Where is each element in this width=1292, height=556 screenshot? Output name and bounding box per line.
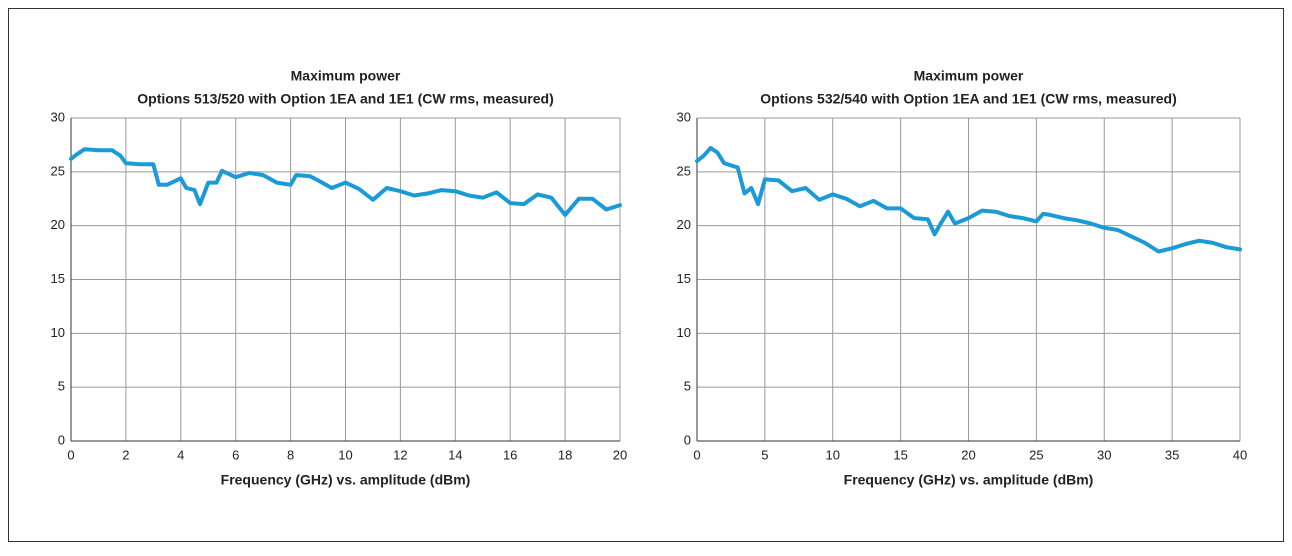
x-tick-label: 8 — [287, 447, 294, 462]
x-tick-label: 0 — [67, 447, 74, 462]
x-tick-label: 15 — [893, 447, 907, 462]
y-tick-label: 30 — [51, 109, 65, 124]
x-tick-label: 2 — [122, 447, 129, 462]
x-tick-label: 4 — [177, 447, 184, 462]
chart-title: Maximum power — [291, 68, 401, 84]
y-tick-label: 10 — [677, 325, 691, 340]
x-tick-label: 18 — [558, 447, 572, 462]
y-tick-label: 5 — [684, 379, 691, 394]
chart-subtitle: Options 513/520 with Option 1EA and 1E1 … — [137, 91, 553, 107]
x-tick-label: 6 — [232, 447, 239, 462]
y-tick-label: 5 — [58, 379, 65, 394]
x-axis-label: Frequency (GHz) vs. amplitude (dBm) — [221, 472, 471, 488]
x-tick-label: 12 — [393, 447, 407, 462]
x-tick-label: 0 — [693, 447, 700, 462]
x-tick-label: 14 — [448, 447, 462, 462]
y-tick-label: 20 — [51, 217, 65, 232]
y-tick-label: 0 — [58, 432, 65, 447]
x-tick-label: 5 — [761, 447, 768, 462]
y-tick-label: 15 — [51, 271, 65, 286]
x-tick-label: 16 — [503, 447, 517, 462]
y-tick-label: 10 — [51, 325, 65, 340]
chart-title: Maximum power — [914, 68, 1024, 84]
y-tick-label: 0 — [684, 432, 691, 447]
x-tick-label: 30 — [1097, 447, 1111, 462]
data-line — [69, 147, 622, 217]
y-tick-label: 25 — [677, 163, 691, 178]
y-tick-label: 15 — [677, 271, 691, 286]
x-tick-label: 20 — [961, 447, 975, 462]
chart-subtitle: Options 532/540 with Option 1EA and 1E1 … — [760, 91, 1176, 107]
y-tick-label: 30 — [677, 109, 691, 124]
x-tick-label: 25 — [1029, 447, 1043, 462]
x-axis-label: Frequency (GHz) vs. amplitude (dBm) — [844, 472, 1094, 488]
y-tick-label: 25 — [51, 163, 65, 178]
x-tick-label: 35 — [1165, 447, 1179, 462]
x-tick-label: 10 — [826, 447, 840, 462]
x-tick-label: 40 — [1233, 447, 1247, 462]
frame — [8, 8, 1284, 542]
x-tick-label: 10 — [338, 447, 352, 462]
y-tick-label: 20 — [677, 217, 691, 232]
x-tick-label: 20 — [613, 447, 627, 462]
data-line — [695, 146, 1242, 254]
